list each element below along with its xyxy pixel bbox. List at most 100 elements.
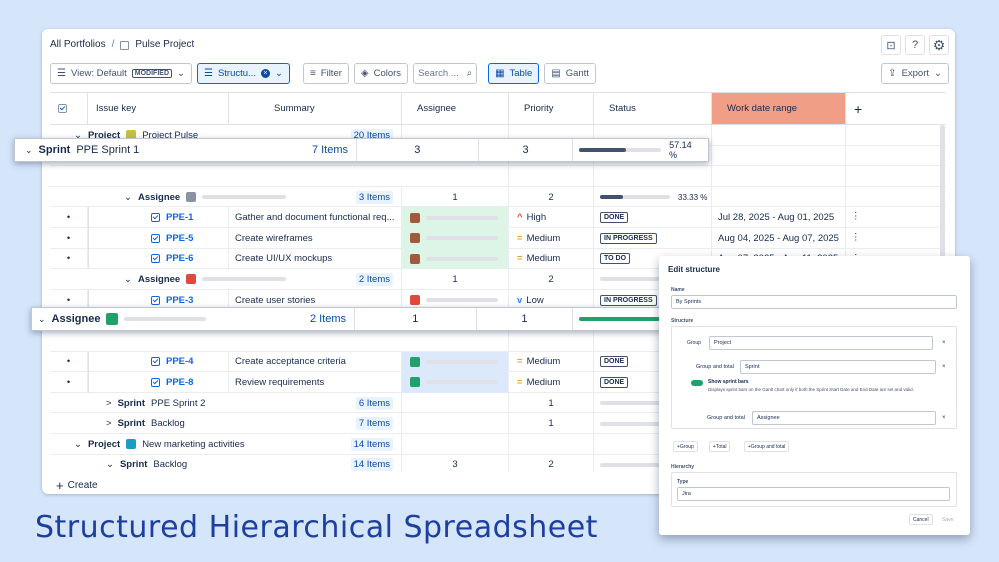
table-row[interactable]: • PPE-1 Gather and document functional req… bbox=[50, 207, 946, 228]
level3-type[interactable]: Group and total bbox=[703, 411, 747, 425]
breadcrumb-root[interactable]: All Portfolios bbox=[50, 39, 106, 50]
checkbox-icon[interactable] bbox=[151, 357, 160, 367]
level1-type[interactable]: Group bbox=[687, 339, 701, 346]
table-row[interactable]: • PPE-4 Create acceptance criteria = Medium D… bbox=[50, 351, 946, 373]
header-summary[interactable]: Summary bbox=[229, 93, 402, 125]
more-icon[interactable]: ⋮ bbox=[851, 232, 861, 243]
filter-button[interactable]: ≡ Filter bbox=[302, 63, 349, 84]
export-button[interactable]: ⇪ Export ⌄ bbox=[881, 63, 949, 84]
issue-key-link[interactable]: PPE-4 bbox=[166, 356, 194, 368]
header-work-date-range[interactable]: Work date range bbox=[712, 93, 846, 125]
filter-icon: ≡ bbox=[309, 68, 316, 79]
checkbox-icon[interactable] bbox=[151, 254, 160, 264]
priority-icon: = bbox=[517, 232, 523, 244]
chevron-down-icon[interactable]: ⌄ bbox=[74, 129, 82, 141]
name-input[interactable]: By Sprints bbox=[671, 295, 957, 309]
row-handle[interactable]: • bbox=[66, 356, 71, 368]
add-column-button[interactable]: + bbox=[846, 93, 946, 125]
checkbox-icon[interactable] bbox=[151, 377, 160, 387]
group-row[interactable]: ⌄ Assignee 2 Items 1 2 bbox=[50, 269, 946, 290]
add-group-total-label: Group and total bbox=[750, 443, 786, 450]
floating-sprint-row[interactable]: ⌄ Sprint PPE Sprint 1 7 Items 3 3 57.14 … bbox=[14, 138, 709, 162]
structure-button[interactable]: ☰ Structu... × ⌄ bbox=[196, 63, 290, 84]
clear-icon[interactable]: × bbox=[260, 69, 270, 78]
toggle-switch[interactable] bbox=[691, 380, 703, 386]
group-row[interactable]: ⌄ Sprint Backlog 14 Items 3 2 bbox=[50, 454, 946, 472]
issue-key-link[interactable]: PPE-1 bbox=[166, 212, 194, 224]
table-row[interactable]: • PPE-5 Create wireframes = Medium IN PROGRES… bbox=[50, 228, 946, 249]
table-view-button[interactable]: ▦ Table bbox=[488, 63, 540, 84]
row-handle[interactable]: • bbox=[66, 376, 71, 388]
checkbox-icon[interactable] bbox=[151, 213, 160, 223]
status-badge[interactable]: IN PROGRESS bbox=[600, 232, 657, 244]
feedback-icon[interactable]: ⊡ bbox=[881, 35, 901, 55]
level2-type[interactable]: Group and total bbox=[692, 360, 736, 374]
header-select-all[interactable] bbox=[50, 93, 88, 125]
group-row[interactable]: > Sprint PPE Sprint 2 6 Items 1 bbox=[50, 392, 946, 414]
status-badge[interactable]: IN PROGRESS bbox=[600, 294, 657, 306]
chevron-right-icon[interactable]: > bbox=[106, 397, 112, 409]
level3-select[interactable]: Assignee bbox=[752, 411, 936, 425]
issue-key-link[interactable]: PPE-3 bbox=[166, 294, 194, 306]
issue-key-link[interactable]: PPE-8 bbox=[166, 376, 194, 388]
chevron-down-icon[interactable]: ⌄ bbox=[124, 191, 132, 203]
status-badge[interactable]: DONE bbox=[600, 376, 629, 388]
toggle-description: Displays sprint bars on the Gantt chart … bbox=[708, 387, 914, 392]
chevron-down-icon[interactable]: ⌄ bbox=[74, 438, 82, 450]
row-handle[interactable]: • bbox=[66, 212, 71, 224]
row-handle[interactable]: • bbox=[66, 253, 71, 265]
header-status[interactable]: Status bbox=[594, 93, 712, 125]
colors-button[interactable]: ◈ Colors bbox=[353, 63, 409, 84]
table-row[interactable]: • PPE-8 Review requirements = Medium DONE bbox=[50, 372, 946, 393]
remove-icon[interactable]: × bbox=[942, 364, 946, 370]
remove-icon[interactable]: × bbox=[942, 415, 946, 421]
gantt-view-button[interactable]: ▤ Gantt bbox=[544, 63, 596, 84]
chevron-down-icon[interactable]: ⌄ bbox=[106, 459, 114, 471]
chevron-right-icon[interactable]: > bbox=[106, 418, 112, 430]
save-button[interactable]: Save bbox=[942, 516, 954, 523]
status-badge[interactable]: TO DO bbox=[600, 253, 631, 265]
group-row[interactable]: > Sprint Backlog 7 Items 1 bbox=[50, 413, 946, 434]
level2-select[interactable]: Sprint bbox=[740, 360, 936, 374]
gear-icon[interactable]: ⚙ bbox=[929, 35, 949, 55]
cancel-button[interactable]: Cancel bbox=[909, 514, 933, 525]
row-handle[interactable]: • bbox=[66, 294, 71, 306]
checkbox-icon[interactable] bbox=[151, 295, 160, 305]
checkbox-icon[interactable] bbox=[151, 233, 160, 243]
view-button[interactable]: ☰ View: Default MODIFIED ⌄ bbox=[50, 63, 192, 84]
add-group-total-button[interactable]: + Group and total bbox=[744, 441, 790, 452]
header-issue-key[interactable]: Issue key bbox=[88, 93, 229, 125]
select-all-checkbox[interactable] bbox=[58, 104, 67, 113]
add-total-button[interactable]: + Total bbox=[709, 441, 731, 452]
header-assignee[interactable]: Assignee bbox=[402, 93, 509, 125]
group-row[interactable]: ⌄ Project New marketing activities 14 Items bbox=[50, 434, 946, 455]
group-row[interactable]: ⌄ Assignee 3 Items 1 2 33.33 % bbox=[50, 186, 946, 208]
colors-label: Colors bbox=[373, 68, 402, 79]
help-icon[interactable]: ? bbox=[905, 35, 925, 55]
header-priority[interactable]: Priority bbox=[509, 93, 594, 125]
chevron-down-icon[interactable]: ⌄ bbox=[124, 273, 132, 285]
more-icon[interactable]: ⋮ bbox=[851, 211, 861, 223]
items-count: 6 Items bbox=[355, 396, 393, 410]
floating-assignee-row[interactable]: ⌄ Assignee 2 Items 1 1 bbox=[31, 307, 701, 331]
level1-select[interactable]: Project bbox=[709, 336, 933, 350]
status-badge[interactable]: DONE bbox=[600, 212, 629, 224]
type-select[interactable]: Jira bbox=[677, 487, 950, 501]
create-button[interactable]: + Create bbox=[56, 478, 98, 493]
breadcrumb-project[interactable]: Pulse Project bbox=[135, 39, 195, 50]
chevron-down-icon[interactable]: ⌄ bbox=[38, 313, 46, 324]
chevron-down-icon[interactable]: ⌄ bbox=[25, 144, 33, 155]
view-label: View: Default bbox=[70, 68, 127, 79]
row-handle[interactable]: • bbox=[66, 232, 71, 244]
remove-icon[interactable]: × bbox=[942, 340, 946, 346]
search-input[interactable]: Search ... bbox=[418, 68, 459, 79]
priority-total: 1 bbox=[548, 397, 554, 409]
add-group-button[interactable]: + Group bbox=[673, 441, 698, 452]
progress-bar bbox=[579, 148, 662, 152]
search-box[interactable]: Search ... ⌕ bbox=[413, 63, 478, 84]
table-row[interactable] bbox=[50, 166, 946, 187]
issue-key-link[interactable]: PPE-5 bbox=[166, 232, 194, 244]
status-badge[interactable]: DONE bbox=[600, 356, 629, 368]
progress-bar bbox=[579, 317, 690, 321]
issue-key-link[interactable]: PPE-6 bbox=[166, 253, 194, 265]
